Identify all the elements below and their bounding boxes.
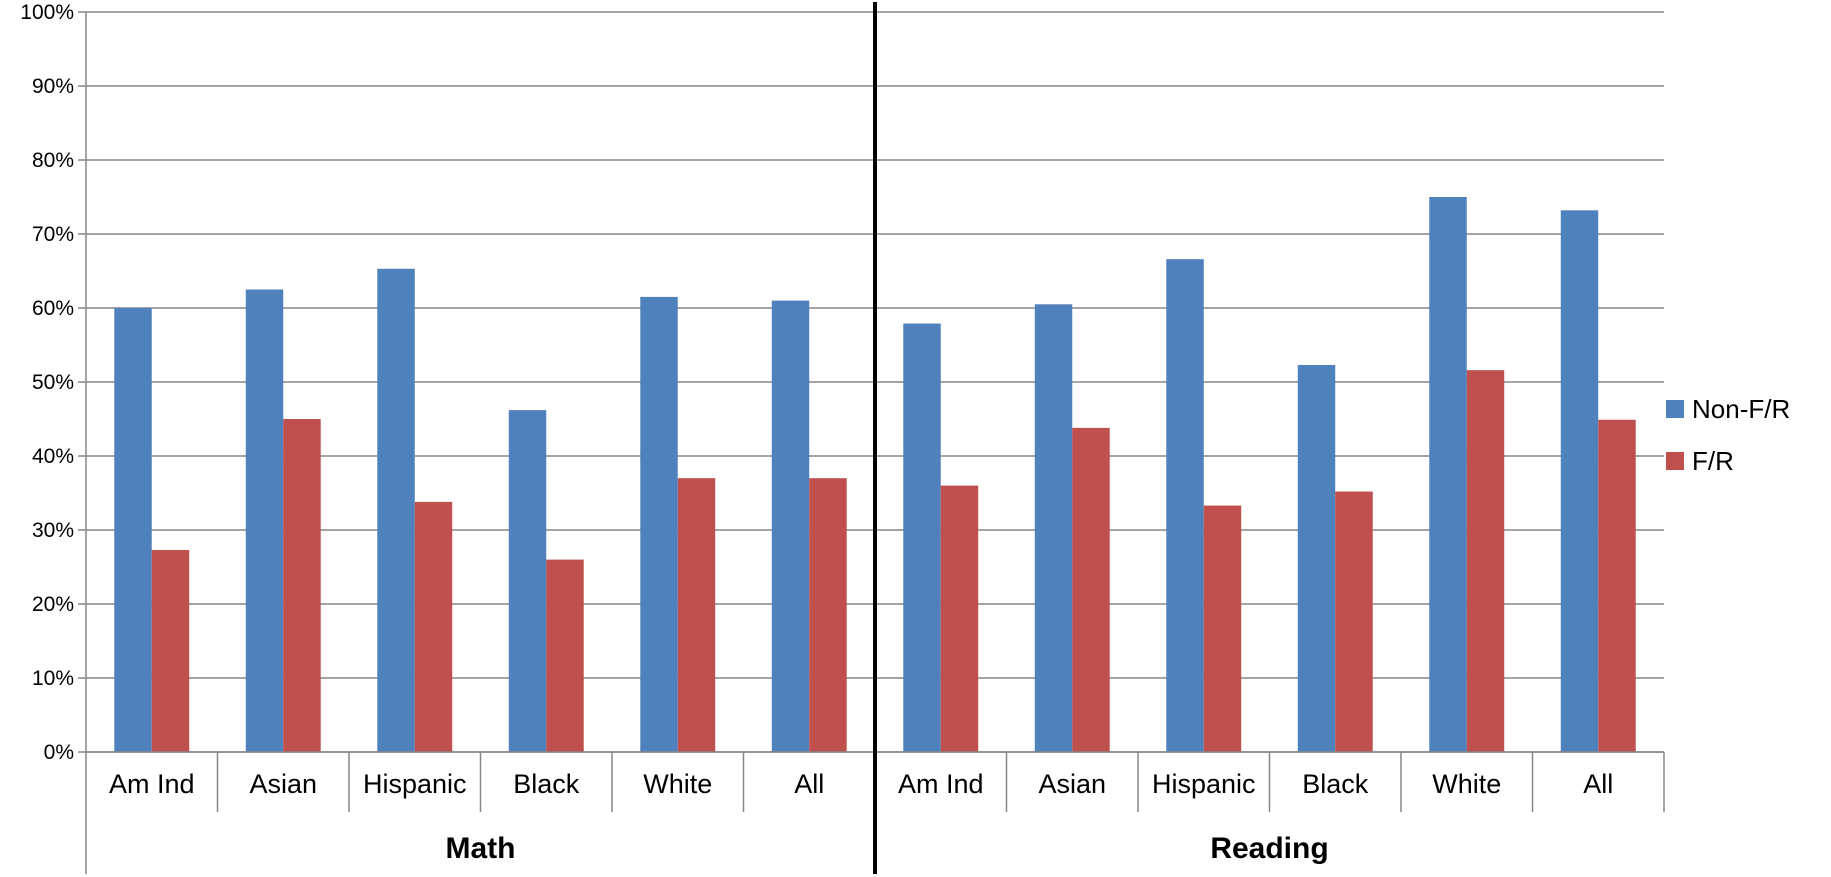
bar-f-r-reading-all (1598, 419, 1636, 752)
bar-non-f-r-reading-black (1297, 364, 1336, 752)
y-tick-label: 0% (44, 741, 74, 764)
bar-non-f-r-math-all (771, 300, 810, 752)
bar-f-r-reading-white (1466, 370, 1505, 752)
legend-swatch (1666, 400, 1684, 418)
x-category-label: Am Ind (109, 769, 195, 799)
x-group-label: Reading (1210, 832, 1328, 865)
bar-non-f-r-reading-am-ind (903, 323, 941, 752)
bar-non-f-r-reading-all (1560, 210, 1599, 752)
y-tick-label: 80% (32, 149, 74, 172)
x-category-label: Black (513, 769, 580, 799)
bar-f-r-reading-am-ind (940, 485, 979, 752)
bar-non-f-r-reading-asian (1034, 304, 1073, 752)
bar-f-r-math-hispanic (414, 501, 453, 752)
y-tick-label: 20% (32, 593, 74, 616)
bar-non-f-r-reading-hispanic (1166, 259, 1204, 752)
x-category-label: Hispanic (363, 769, 467, 799)
y-tick-label: 40% (32, 445, 74, 468)
bar-f-r-math-black (546, 559, 584, 752)
x-group-label: Math (446, 832, 516, 865)
x-category-label: Hispanic (1152, 769, 1256, 799)
y-tick-label: 30% (32, 519, 74, 542)
x-axis: Am Ind Asian Hispanic Black White All Am Ind As… (86, 2, 1665, 874)
y-tick-label: 70% (32, 223, 74, 246)
x-category-label: Asian (1038, 769, 1106, 799)
x-category-label: White (1432, 769, 1501, 799)
y-tick-label: 50% (32, 371, 74, 394)
bar-non-f-r-math-black (508, 410, 547, 752)
legend: Non-F/R F/R (1666, 394, 1790, 476)
y-tick-label: 60% (32, 297, 74, 320)
bar-f-r-math-am-ind (151, 549, 190, 752)
x-category-label: All (794, 769, 824, 799)
y-tick-label: 100% (20, 1, 74, 24)
bar-f-r-math-all (809, 478, 847, 752)
bar-f-r-math-asian (283, 419, 321, 752)
x-category-label: All (1583, 769, 1613, 799)
bar-non-f-r-math-asian (245, 289, 284, 752)
bar-non-f-r-math-am-ind (114, 308, 152, 752)
bar-f-r-reading-hispanic (1203, 505, 1242, 752)
legend-swatch (1666, 452, 1684, 470)
x-category-label: Am Ind (898, 769, 984, 799)
bar-non-f-r-math-white (640, 296, 678, 752)
x-category-label: Black (1302, 769, 1369, 799)
y-tick-label: 10% (32, 667, 74, 690)
bar-f-r-math-white (677, 478, 716, 752)
y-tick-label: 90% (32, 75, 74, 98)
legend-label: Non-F/R (1692, 394, 1790, 424)
legend-label: F/R (1692, 446, 1734, 476)
x-category-label: White (643, 769, 712, 799)
bar-f-r-reading-asian (1072, 427, 1110, 752)
bar-f-r-reading-black (1335, 491, 1373, 752)
bar-non-f-r-math-hispanic (377, 268, 415, 752)
x-category-label: Asian (249, 769, 317, 799)
bar-non-f-r-reading-white (1429, 197, 1467, 752)
y-axis: 0% 10% 20% 30% 40% 50% 60% 70% 80% 90% 100% (20, 1, 87, 874)
bars (114, 197, 1636, 752)
